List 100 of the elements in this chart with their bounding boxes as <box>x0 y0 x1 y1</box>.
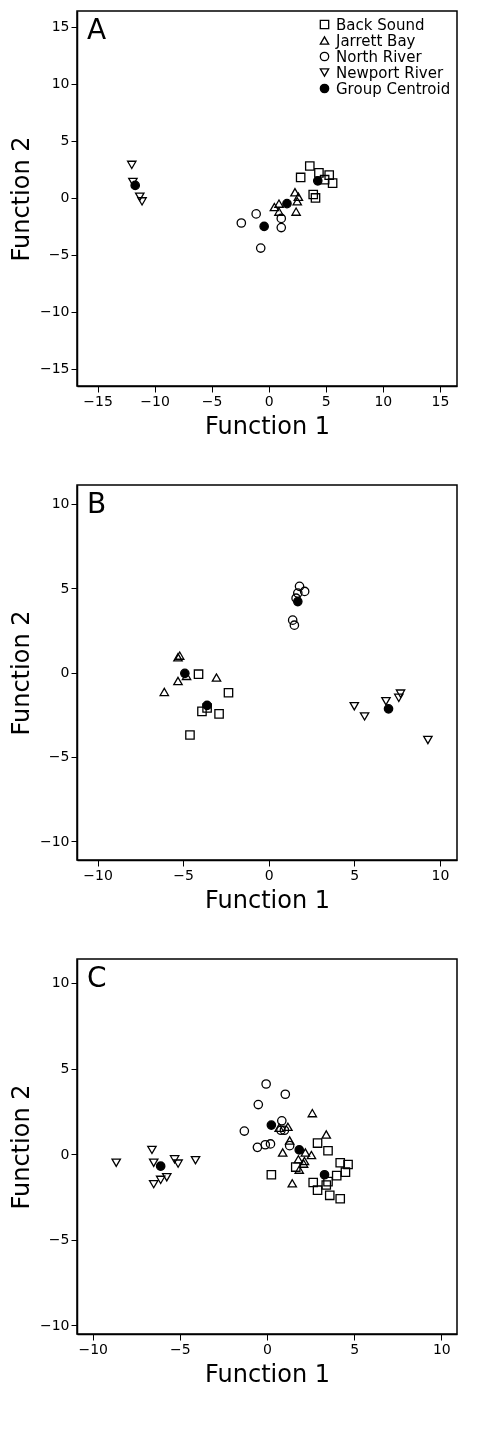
point <box>300 1148 311 1157</box>
point <box>223 687 234 698</box>
x-tick-label: 0 <box>264 392 274 409</box>
point <box>304 161 315 171</box>
point <box>193 669 204 680</box>
point <box>423 735 433 745</box>
point <box>343 1159 353 1170</box>
point <box>148 1158 159 1168</box>
point <box>134 192 145 202</box>
x-tick-label: 10 <box>374 392 393 409</box>
point <box>290 1162 301 1172</box>
point <box>279 1125 290 1136</box>
x-tick-label: −10 <box>140 392 170 409</box>
y-tick-label: 10 <box>51 75 70 92</box>
point <box>393 693 404 703</box>
point <box>214 709 224 719</box>
y-tick-label: 10 <box>51 974 70 991</box>
point <box>266 1169 277 1180</box>
y-tick-label: 5 <box>60 579 70 596</box>
x-tick-label: 0 <box>264 866 274 883</box>
point <box>327 178 338 188</box>
point <box>359 712 370 721</box>
point <box>274 1123 285 1132</box>
point <box>323 1176 333 1187</box>
point <box>291 207 301 216</box>
x-tick-label: 5 <box>321 392 331 409</box>
point <box>261 1079 271 1089</box>
annotation: B <box>87 487 107 520</box>
point <box>314 168 324 178</box>
legend-label: Newport River <box>336 63 444 82</box>
point <box>147 1145 157 1155</box>
point <box>137 197 147 206</box>
legend-label: Jarrett Bay <box>335 31 416 50</box>
point <box>293 192 304 202</box>
y-axis-title: Function 2 <box>6 610 35 736</box>
point <box>169 1155 180 1164</box>
y-axis-title: Function 2 <box>6 1084 35 1210</box>
point <box>295 172 306 183</box>
point <box>293 1155 304 1164</box>
point <box>197 706 207 717</box>
point <box>253 1099 264 1110</box>
y-tick-label: −10 <box>39 832 70 849</box>
point <box>239 1126 250 1136</box>
point <box>173 1159 183 1168</box>
point <box>280 1089 291 1100</box>
point <box>155 1175 166 1185</box>
point <box>211 673 222 682</box>
x-tick-label: −15 <box>83 392 113 409</box>
point <box>185 730 195 740</box>
point <box>269 202 280 212</box>
point <box>335 1157 346 1168</box>
point <box>274 199 284 208</box>
point <box>319 1169 330 1180</box>
point <box>283 1122 293 1132</box>
x-tick-label: −5 <box>170 1340 191 1357</box>
point <box>276 222 287 233</box>
x-tick-label: 0 <box>263 1340 272 1357</box>
point <box>292 596 303 607</box>
point <box>274 207 284 216</box>
point <box>323 1145 333 1156</box>
x-tick-label: −5 <box>201 392 223 409</box>
point <box>349 702 360 711</box>
point <box>324 1190 335 1201</box>
point <box>155 1161 166 1172</box>
point <box>276 213 287 224</box>
point <box>266 1120 277 1130</box>
point <box>321 1130 332 1139</box>
x-tick-label: 10 <box>432 1340 451 1357</box>
point <box>312 1185 323 1195</box>
legend-label: Back Sound <box>336 15 425 34</box>
y-tick-label: −5 <box>48 246 70 263</box>
y-tick-label: −5 <box>48 748 70 765</box>
point <box>276 1115 287 1126</box>
y-tick-label: 0 <box>60 664 70 680</box>
point <box>173 676 183 686</box>
point <box>294 581 305 592</box>
y-tick-label: −5 <box>48 1231 70 1248</box>
point <box>126 160 137 170</box>
point <box>312 176 323 186</box>
point <box>236 218 247 228</box>
point <box>395 689 406 698</box>
x-tick-label: −10 <box>78 1340 108 1357</box>
point <box>287 1179 298 1188</box>
point <box>284 1140 295 1151</box>
point <box>335 1193 346 1204</box>
annotation: A <box>87 13 107 46</box>
point <box>321 1180 332 1190</box>
point <box>255 243 266 253</box>
y-tick-label: 15 <box>51 18 70 35</box>
point <box>276 1125 286 1136</box>
point <box>287 615 298 625</box>
point <box>159 687 170 697</box>
y-tick-label: −10 <box>39 1316 70 1333</box>
y-axis-title: Function 2 <box>6 136 35 262</box>
y-tick-label: 0 <box>60 1145 70 1162</box>
point <box>284 1136 295 1145</box>
x-tick-label: 10 <box>431 866 450 883</box>
point <box>290 187 300 197</box>
point <box>161 1173 172 1182</box>
point <box>312 1138 323 1148</box>
